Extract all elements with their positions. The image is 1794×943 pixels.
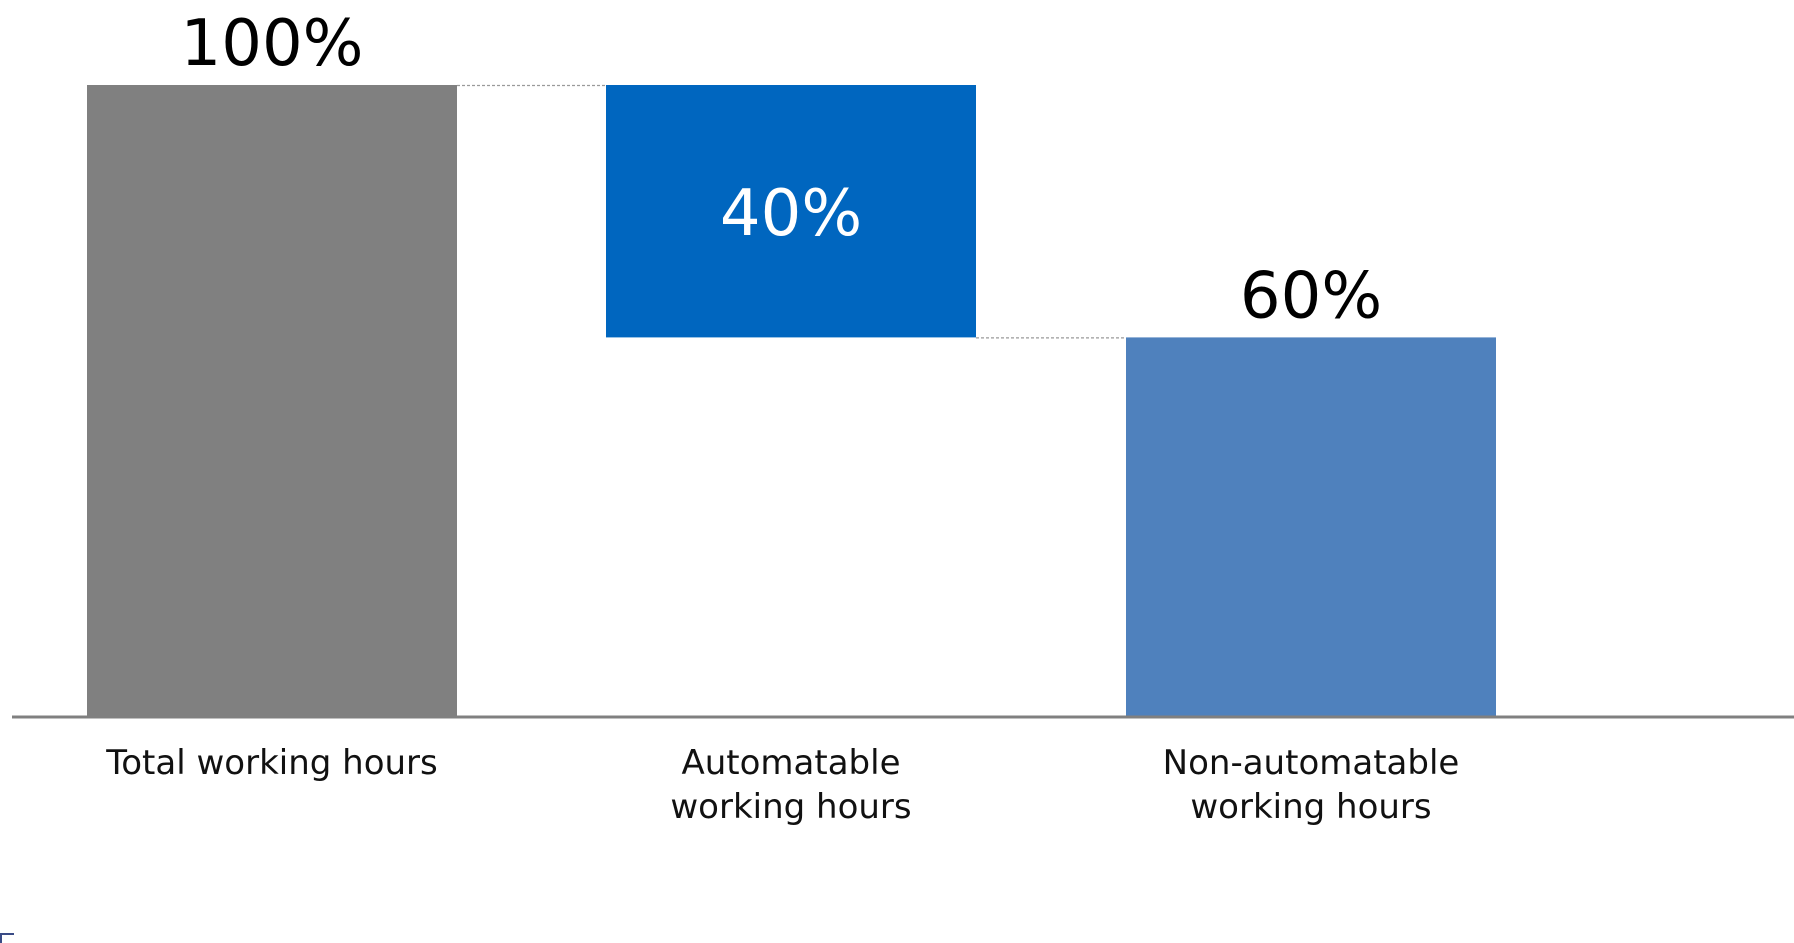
data-label-1: 100% bbox=[181, 7, 364, 81]
category-label-1: Total working hours bbox=[105, 743, 437, 783]
category-label-line: Total working hours bbox=[105, 743, 437, 783]
corner-mark-icon bbox=[0, 933, 14, 943]
category-label-2: Automatable working hours bbox=[670, 743, 911, 827]
category-label-line: Non-automatable bbox=[1163, 743, 1460, 783]
category-label-3: Non-automatable working hours bbox=[1163, 743, 1460, 827]
bar-3 bbox=[1126, 337, 1496, 716]
category-label-line: working hours bbox=[1190, 787, 1431, 827]
category-label-line: Automatable bbox=[681, 743, 900, 783]
data-label-3: 60% bbox=[1240, 259, 1382, 333]
bar-2 bbox=[606, 85, 976, 338]
bar-1 bbox=[87, 85, 457, 716]
data-label-2: 40% bbox=[720, 177, 862, 251]
category-label-line: working hours bbox=[670, 787, 911, 827]
